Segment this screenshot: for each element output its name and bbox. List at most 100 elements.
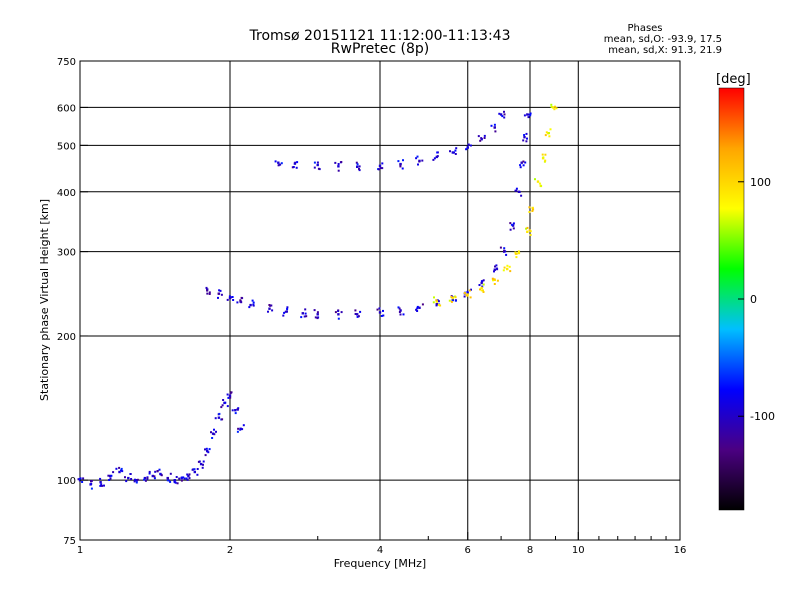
trace-scatter-dot [252,301,255,304]
trace-scatter-dot [490,124,493,127]
trace-scatter-dot [283,311,286,314]
trace-scatter-dot [148,472,151,475]
trace-scatter-dot [143,478,146,481]
data-point [316,313,319,316]
y-tick-label: 400 [57,188,76,199]
trace-scatter-dot [303,315,306,318]
trace-scatter-dot [478,284,481,286]
trace-scatter-dot [399,163,402,166]
trace-scatter-dot [512,227,515,230]
trace-scatter-dot [90,487,93,490]
data-point [249,303,252,307]
trace-scatter-dot [218,289,221,292]
trace-scatter-dot [553,108,556,111]
trace-scatter-dot [284,310,287,313]
trace-scatter-dot [227,396,230,399]
trace-scatter-dot [548,132,550,135]
trace-scatter-dot [492,279,494,282]
data-point [531,206,534,210]
trace-scatter-dot [514,189,517,192]
trace-scatter-dot [494,130,497,133]
trace-scatter-dot [175,476,178,478]
data-point [151,474,154,478]
trace-scatter-dot [415,308,418,311]
trace-scatter-dot [418,160,421,163]
trace-scatter-dot [317,167,320,170]
y-tick-label: 75 [63,536,76,547]
trace-scatter-dot [522,139,525,142]
trace-scatter-dot [416,310,419,312]
trace-scatter-dot [415,157,418,160]
data-point [511,224,515,227]
trace-scatter-dot [208,291,211,294]
trace-scatter-dot [520,194,523,197]
trace-scatter-dot [267,310,269,313]
trace-scatter-dot [493,126,496,129]
trace-scatter-dot [183,477,186,480]
trace-scatter-dot [468,289,471,292]
trace-scatter-dot [166,479,169,482]
trace-scatter-dot [523,114,526,117]
trace-scatter-dot [483,134,486,137]
trace-scatter-dot [198,460,201,463]
trace-scatter-dot [436,151,439,154]
trace-scatter-dot [493,123,496,126]
colorbar-tick-label: -100 [750,410,775,423]
trace-scatter-dot [337,163,340,165]
trace-scatter-dot [528,229,531,232]
trace-scatter-dot [99,477,102,480]
trace-scatter-dot [502,269,505,272]
trace-scatter-dot [482,289,484,292]
trace-scatter-dot [305,315,308,318]
trace-scatter-dot [188,473,191,476]
trace-scatter-dot [180,479,183,482]
trace-scatter-dot [219,289,222,292]
data-point [356,313,359,316]
trace-scatter-dot [454,149,457,152]
trace-scatter-dot [236,408,239,411]
trace-scatter-dot [201,466,204,469]
trace-scatter-dot [334,161,337,164]
trace-scatter-dot [217,296,219,299]
trace-scatter-dot [466,146,469,149]
data-point [536,180,540,183]
trace-scatter-dot [523,134,526,136]
trace-scatter-dot [313,309,316,312]
data-point [466,293,469,296]
trace-scatter-dot [196,468,199,470]
trace-scatter-dot [316,311,319,314]
data-point [199,462,203,466]
trace-scatter-dot [481,285,484,288]
trace-scatter-dot [280,162,283,165]
trace-scatter-dot [480,289,483,292]
trace-scatter-dot [240,301,243,304]
trace-scatter-dot [402,313,405,316]
x-tick-label: 8 [527,545,533,556]
trace-scatter-dot [236,301,239,304]
trace-scatter-dot [167,479,170,482]
trace-scatter-dot [528,113,531,116]
trace-scatter-dot [454,296,457,299]
trace-scatter-dot [531,208,534,211]
trace-scatter-dot [436,303,438,306]
trace-scatter-dot [167,477,169,480]
trace-scatter-dot [231,409,234,412]
trace-scatter-dot [433,296,435,299]
trace-scatter-dot [495,267,498,270]
data-point [143,476,147,480]
chart-subtitle: RwPretec (8p) [331,41,429,57]
x-tick-label: 1 [77,545,83,556]
trace-scatter-dot [356,163,359,166]
colorbar-unit: [deg] [716,72,751,87]
trace-scatter-dot [210,431,212,434]
trace-scatter-dot [121,470,124,473]
trace-scatter-dot [182,476,185,479]
trace-scatter-dot [544,134,547,137]
data-point [526,230,529,233]
trace-scatter-dot [548,135,551,138]
trace-scatter-dot [435,299,438,302]
trace-scatter-dot [417,163,419,166]
data-point [234,409,237,412]
trace-scatter-dot [226,393,229,396]
trace-scatter-dot [453,151,455,154]
